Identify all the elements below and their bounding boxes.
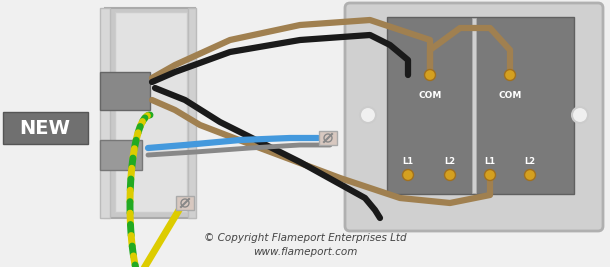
Circle shape	[484, 170, 495, 180]
FancyBboxPatch shape	[345, 3, 603, 231]
Text: COM: COM	[418, 91, 442, 100]
FancyBboxPatch shape	[115, 12, 187, 212]
FancyBboxPatch shape	[105, 8, 195, 218]
FancyBboxPatch shape	[100, 140, 142, 170]
Text: L2: L2	[445, 158, 456, 167]
Circle shape	[572, 107, 588, 123]
Text: L2: L2	[525, 158, 536, 167]
FancyBboxPatch shape	[100, 8, 110, 218]
Text: COM: COM	[498, 91, 522, 100]
Text: NEW: NEW	[20, 119, 71, 138]
Text: © Copyright Flameport Enterprises Ltd: © Copyright Flameport Enterprises Ltd	[204, 233, 406, 243]
Circle shape	[425, 69, 436, 80]
FancyBboxPatch shape	[319, 131, 337, 145]
Circle shape	[403, 170, 414, 180]
Text: L1: L1	[403, 158, 414, 167]
FancyBboxPatch shape	[100, 72, 150, 110]
Text: L1: L1	[484, 158, 495, 167]
Text: www.flameport.com: www.flameport.com	[253, 247, 357, 257]
FancyBboxPatch shape	[176, 196, 194, 210]
FancyBboxPatch shape	[472, 18, 476, 193]
Circle shape	[504, 69, 515, 80]
FancyBboxPatch shape	[3, 112, 88, 144]
FancyBboxPatch shape	[188, 8, 196, 218]
Circle shape	[525, 170, 536, 180]
Circle shape	[360, 107, 376, 123]
Circle shape	[445, 170, 456, 180]
FancyBboxPatch shape	[387, 17, 574, 194]
